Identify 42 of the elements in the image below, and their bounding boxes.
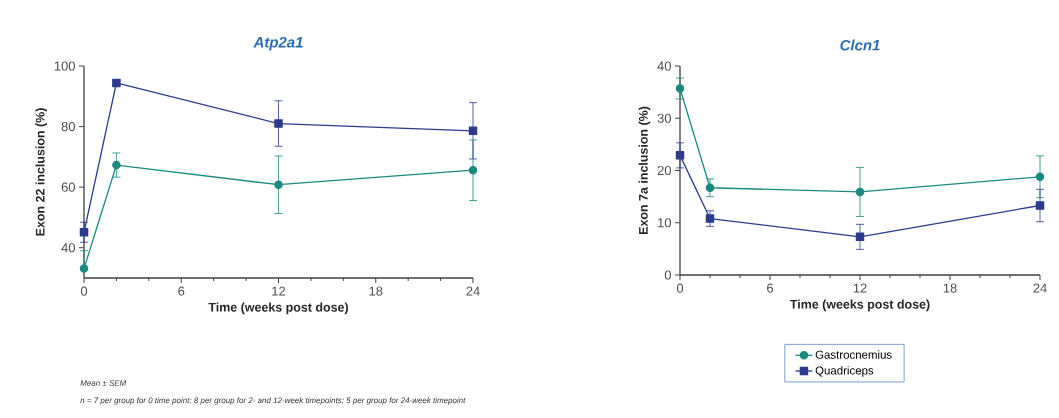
y-tick-label: 30 bbox=[657, 113, 671, 123]
point bbox=[705, 183, 715, 192]
y-tick-label: 60 bbox=[61, 182, 75, 192]
x-tick-label: 24 bbox=[466, 286, 480, 296]
point bbox=[1035, 201, 1045, 210]
x-tick-label: 0 bbox=[676, 283, 684, 293]
point bbox=[468, 165, 478, 175]
x-tick-label: 24 bbox=[1033, 283, 1047, 293]
y-tick-label: 10 bbox=[658, 218, 671, 228]
point bbox=[675, 84, 685, 93]
y-tick-label: 80 bbox=[61, 121, 75, 132]
y-tick-label: 0 bbox=[664, 270, 671, 280]
point bbox=[79, 228, 89, 237]
legend-label: Gastrocnemius bbox=[815, 350, 892, 359]
point bbox=[705, 214, 715, 223]
y-axis-title: Exon 7a inclusion (%) bbox=[638, 106, 651, 235]
x-tick-label: 6 bbox=[178, 286, 185, 296]
point bbox=[112, 160, 121, 170]
point bbox=[855, 232, 865, 242]
point bbox=[855, 187, 865, 197]
x-axis-title: Time (weeks post dose) bbox=[208, 302, 349, 315]
y-tick-label: 40 bbox=[61, 243, 75, 253]
x-tick-label: 12 bbox=[272, 286, 286, 296]
x-tick-label: 6 bbox=[767, 283, 774, 293]
y-tick-label: 100 bbox=[54, 61, 75, 71]
y-axis-title: Exon 22 inclusion (%) bbox=[35, 108, 48, 236]
point bbox=[1035, 172, 1045, 182]
x-tick-label: 18 bbox=[943, 283, 957, 293]
point bbox=[468, 126, 478, 136]
point bbox=[79, 264, 89, 273]
point bbox=[274, 119, 283, 128]
chart-title: Atp2a1 bbox=[253, 36, 303, 51]
x-tick-label: 12 bbox=[853, 283, 867, 293]
y-tick-label: 40 bbox=[657, 61, 671, 71]
x-tick-label: 0 bbox=[80, 286, 88, 296]
chart-title: Clcn1 bbox=[840, 39, 880, 51]
point bbox=[274, 180, 283, 189]
y-tick-label: 20 bbox=[657, 165, 671, 176]
x-tick-label: 18 bbox=[369, 286, 383, 296]
legend-label: Quadriceps bbox=[815, 366, 874, 377]
point bbox=[675, 151, 685, 160]
x-axis-title: Time (weeks post dose) bbox=[790, 299, 930, 312]
